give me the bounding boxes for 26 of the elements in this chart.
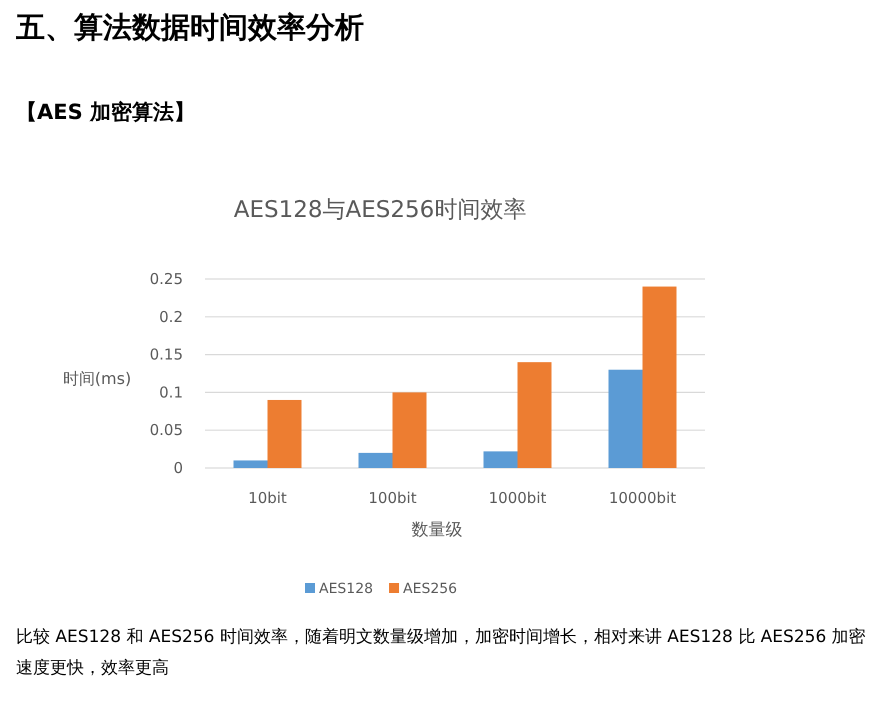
bar <box>234 460 268 468</box>
x-axis-title: 数量级 <box>412 520 462 540</box>
bar <box>358 452 392 468</box>
y-tick-label: 0.2 <box>159 308 183 326</box>
y-tick-label: 0.15 <box>150 346 183 364</box>
y-tick-label: 0 <box>173 459 183 477</box>
legend-label: AES256 <box>403 581 458 597</box>
bar <box>518 362 552 468</box>
bar <box>484 451 518 468</box>
x-tick-label: 100bit <box>368 489 417 507</box>
text: 比较 AES128 和 AES256 时间效率，随着明文数量级增加，加密时间增长，相对来讲 AES128 比 AES256 加密速度更快，效率更高 <box>16 626 867 680</box>
bar <box>608 370 642 468</box>
bar <box>392 392 426 468</box>
text: 【AES 加密算法】 <box>16 99 196 126</box>
x-tick-label: 10000bit <box>608 489 676 507</box>
x-tick-label: 10bit <box>248 489 287 507</box>
y-tick-label: 0.05 <box>150 421 183 440</box>
y-tick-label: 0.1 <box>159 383 183 402</box>
x-tick-label: 1000bit <box>488 489 546 507</box>
bar <box>268 400 302 468</box>
bar <box>642 286 676 468</box>
text: 五、算法数据时间效率分析 <box>16 9 364 46</box>
chart-title: AES128与AES256时间效率 <box>234 197 526 223</box>
y-tick-label: 0.25 <box>150 270 183 288</box>
legend-label: AES128 <box>319 581 374 597</box>
y-axis-title: 时间(ms) <box>62 369 132 388</box>
